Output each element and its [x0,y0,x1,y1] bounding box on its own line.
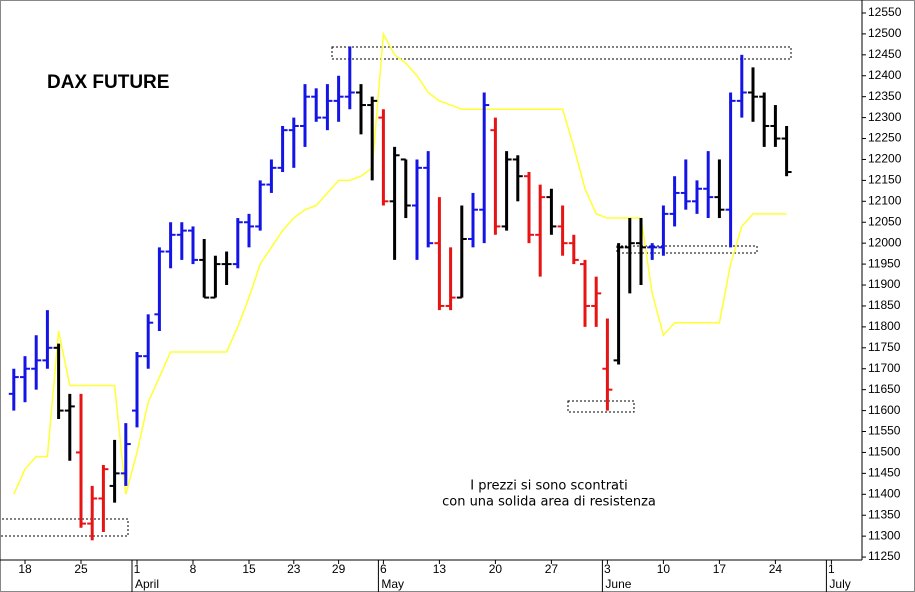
y-tick-label: 12050 [868,214,902,228]
y-tick-label: 11300 [868,528,901,542]
y-tick-label: 11650 [868,382,901,396]
y-tick-label: 11500 [868,445,901,459]
y-tick-label: 12500 [868,26,902,40]
x-tick-label: 23 [287,562,301,576]
x-tick-label: 20 [489,562,503,576]
month-label: June [605,577,631,591]
y-tick-label: 12100 [868,193,902,207]
x-tick-label: 15 [242,562,256,576]
month-label: July [829,577,850,591]
y-tick-label: 12000 [868,235,902,249]
y-tick-label: 11800 [868,319,901,333]
support-zone [567,400,635,413]
support-zone [0,518,129,537]
x-tick-label: 24 [769,562,783,576]
annotation: I prezzi si sono scontrati [470,479,627,494]
y-tick-label: 12450 [868,47,902,61]
x-tick-label: 29 [332,562,346,576]
x-tick-label: 3 [604,562,611,576]
y-tick-label: 12400 [868,68,902,82]
zones [0,46,792,537]
chart-title: DAX FUTURE [47,72,169,93]
y-tick-label: 11350 [868,507,901,521]
x-tick-label: 13 [433,562,447,576]
signal-line [13,31,787,495]
y-tick-label: 12200 [868,152,902,166]
y-tick-label: 12350 [868,89,902,103]
x-tick-label: 18 [18,562,32,576]
x-tick-label: 1 [828,562,835,576]
x-tick-label: 6 [380,562,387,576]
y-tick-label: 11950 [868,256,901,270]
support-zone [616,245,758,254]
y-tick-label: 11600 [868,403,901,417]
resistance-zone [331,46,792,60]
y-tick-label: 11850 [868,298,901,312]
y-tick-label: 11250 [868,549,901,563]
x-tick-label: 17 [713,562,727,576]
y-tick-label: 11900 [868,277,901,291]
y-tick-label: 12150 [868,173,902,187]
y-tick-label: 12250 [868,131,902,145]
x-tick-label: 25 [74,562,88,576]
y-tick-label: 12550 [868,5,902,19]
y-tick-label: 11400 [868,486,901,500]
annotation: con una solida area di resistenza [442,495,656,510]
y-tick-label: 11750 [868,340,901,354]
y-tick-label: 12300 [868,110,902,124]
y-tick-label: 11700 [868,361,901,375]
bars [8,46,792,541]
x-tick-label: 27 [545,562,559,576]
month-label: April [135,577,159,591]
x-tick-label: 8 [190,562,197,576]
y-tick-label: 11550 [868,424,901,438]
x-tick-label: 10 [657,562,671,576]
x-tick-label: 1 [134,562,141,576]
y-tick-label: 11450 [868,466,901,480]
month-label: May [381,577,404,591]
